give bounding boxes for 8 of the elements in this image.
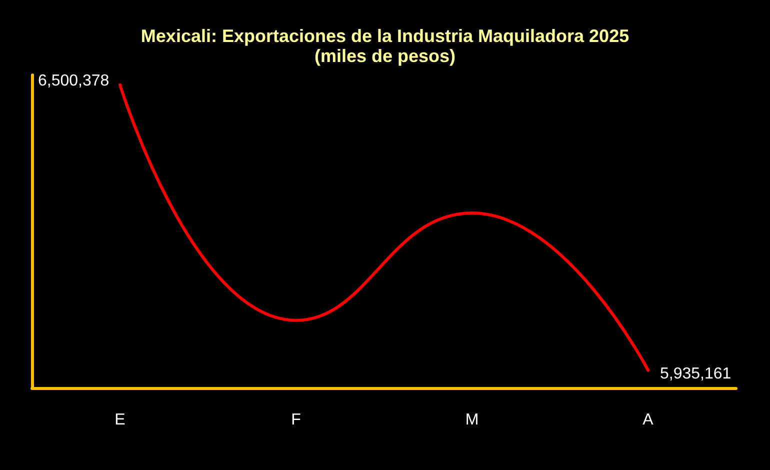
data-label: 5,935,161 <box>660 366 732 383</box>
chart-subtitle: (miles de pesos) <box>314 46 456 66</box>
x-tick-label: A <box>642 412 654 428</box>
chart-title: Mexicali: Exportaciones de la Industria Maquiladora 2025 <box>140 26 630 46</box>
x-tick-label: F <box>291 412 302 428</box>
x-tick-label: M <box>465 412 479 428</box>
data-label: 6,500,378 <box>38 72 110 90</box>
x-tick-label: E <box>114 412 126 428</box>
